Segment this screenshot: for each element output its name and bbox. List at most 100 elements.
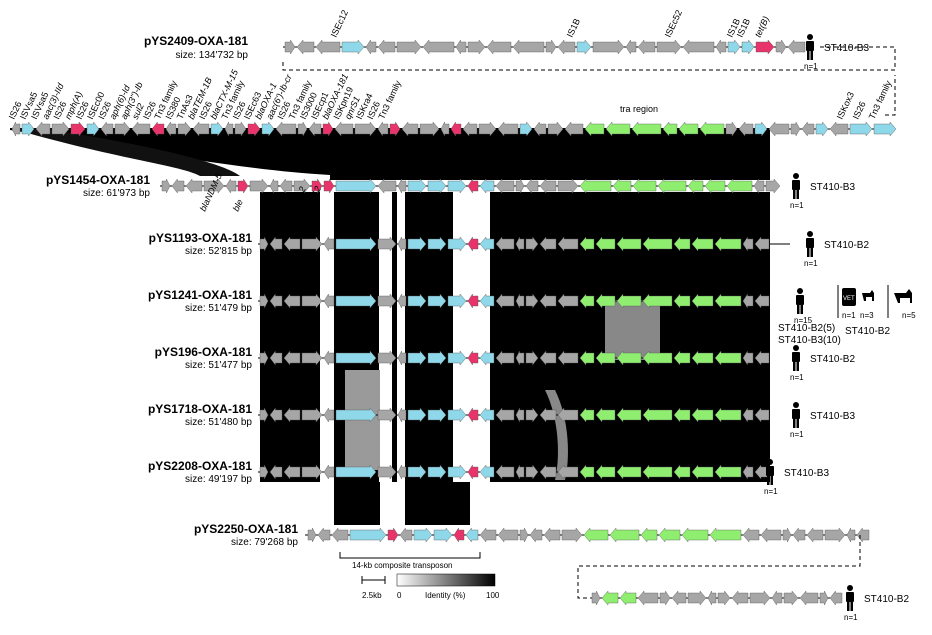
st-label: ST410-B2 [810, 354, 855, 365]
row2-gene [401, 121, 419, 137]
row6-gene [335, 350, 377, 366]
row9-gene [529, 527, 543, 543]
gene-arrows [11, 39, 897, 606]
row6-gene [539, 350, 557, 366]
row1-gene [775, 39, 787, 55]
row1-gene [576, 39, 592, 55]
row3-gene [525, 178, 539, 194]
row8-gene [269, 464, 283, 480]
row3-gene [279, 178, 293, 194]
row3-gene [632, 178, 657, 194]
ribbon-band-5 [260, 192, 320, 482]
row2-gene [662, 121, 678, 137]
row7-gene [407, 407, 427, 423]
row10-gene [749, 590, 771, 606]
ribbon-gray-2 [605, 300, 660, 360]
vet-n: n=1 [842, 311, 856, 320]
row3-gene [479, 178, 495, 194]
row10-gene [687, 590, 707, 606]
row9-gene [479, 527, 497, 543]
row2-gene [631, 121, 662, 137]
row1-gene [741, 39, 755, 55]
row1-gene [512, 39, 545, 55]
row5-gene [447, 293, 467, 309]
row3-gene [171, 178, 185, 194]
row6-gene [323, 350, 335, 366]
row2-gene [497, 121, 519, 137]
row1-gene [715, 39, 727, 55]
row10-gene [717, 590, 731, 606]
row7-gene [479, 407, 495, 423]
plasmid-size-4: size: 51'479 bp [185, 303, 252, 314]
row9-gene [846, 527, 856, 543]
row9-gene [609, 527, 640, 543]
row4-gene [467, 236, 479, 252]
row6-gene [595, 350, 616, 366]
row10-gene [783, 590, 799, 606]
row8-gene [301, 464, 323, 480]
row8-gene [595, 464, 616, 480]
row4-gene [301, 236, 323, 252]
row2-gene [873, 121, 897, 137]
row9-gene [824, 527, 846, 543]
plasmid-name-7: pYS2208-OXA-181 [148, 459, 252, 473]
row2-gene [738, 121, 754, 137]
row4-gene [642, 236, 673, 252]
row9-gene [782, 527, 792, 543]
row2-gene [275, 121, 297, 137]
row7-gene [714, 407, 742, 423]
row2-gene [754, 121, 768, 137]
row7-gene [259, 407, 269, 423]
row7-gene [557, 407, 579, 423]
row2-gene [699, 121, 725, 137]
row1-gene [755, 39, 775, 55]
row5-gene [397, 293, 407, 309]
row10-gene [771, 590, 783, 606]
row10-gene [707, 590, 717, 606]
row6-gene [495, 350, 515, 366]
row6-gene [259, 350, 269, 366]
row1-gene [637, 39, 656, 55]
identity-legend: 0 Identity (%) 100 [396, 573, 500, 600]
vet-icon [842, 288, 856, 306]
scale-bar-label: 2.5kb [362, 591, 382, 600]
row3-gene [237, 178, 249, 194]
row2-gene [801, 121, 815, 137]
row8-gene [557, 464, 579, 480]
row2-gene [100, 121, 114, 137]
row4-gene [427, 236, 447, 252]
row6-gene [673, 350, 691, 366]
row8-gene [259, 464, 269, 480]
host-count: n=1 [790, 201, 804, 210]
dog-n-1: n=3 [860, 311, 874, 320]
row9-gene [760, 527, 782, 543]
dog-st-group: ST410-B2 [845, 326, 890, 337]
host-annotations: n=1 ST410-B3 n=1 ST410-B3 n=1 ST410-B2 n=15… [764, 34, 909, 622]
row5-gene [616, 293, 642, 309]
row2-gene [224, 121, 234, 137]
row2-gene [322, 121, 334, 137]
row1-gene [486, 39, 512, 55]
row2-gene [131, 121, 151, 137]
row4-gene [691, 236, 714, 252]
row7-gene [447, 407, 467, 423]
row10-gene [591, 590, 601, 606]
row10-gene [637, 590, 659, 606]
row2-gene [829, 121, 849, 137]
row2-gene [21, 121, 35, 137]
identity-gradient [396, 573, 496, 587]
top-gene-label: IS1B [565, 17, 582, 39]
st-label: ST410-B2 [864, 594, 909, 605]
st-label: ST410-B3 [810, 411, 855, 422]
st-label: ST410-B3(10) [778, 335, 841, 346]
row7-gene [539, 407, 557, 423]
row8-gene [539, 464, 557, 480]
row10-gene [659, 590, 671, 606]
top-gene-label: ISEc12 [329, 8, 350, 39]
row3-gene [765, 178, 781, 194]
row2-gene [478, 121, 497, 137]
plasmid-name-1: pYS2409-OXA-181 [144, 34, 248, 48]
row1-gene [422, 39, 455, 55]
row2-gene [234, 121, 247, 137]
row2-gene [725, 121, 738, 137]
